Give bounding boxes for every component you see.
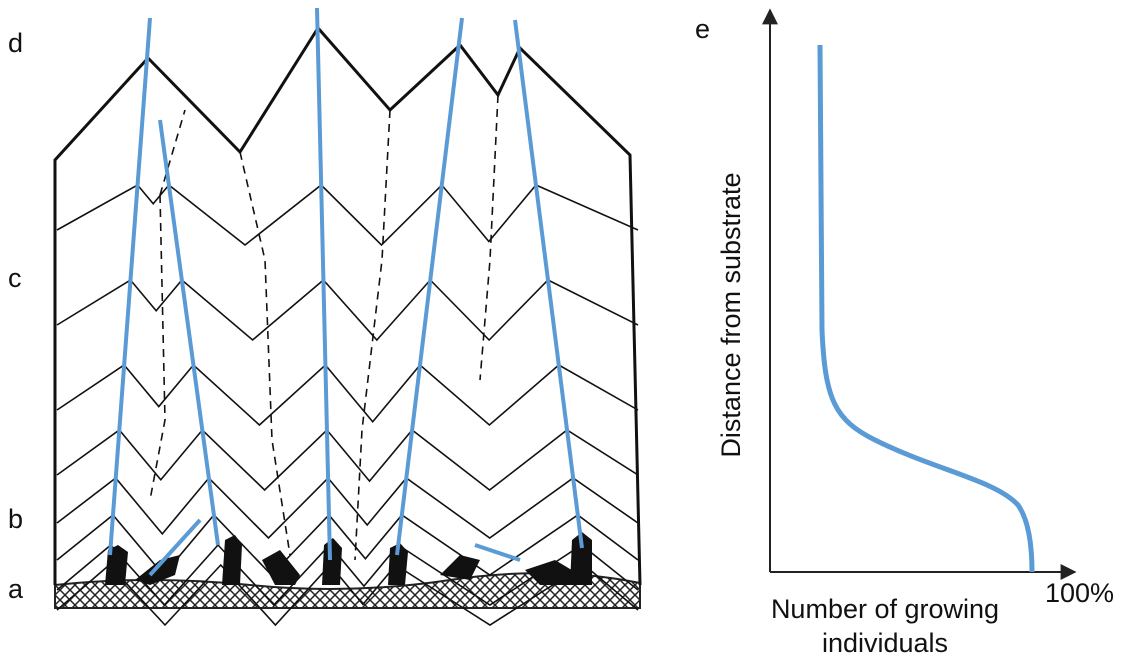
panel-label: c — [8, 263, 22, 293]
panel-label: e — [695, 14, 710, 44]
panel-label: d — [8, 28, 23, 58]
panel-label: a — [8, 574, 24, 604]
curve — [817, 44, 1035, 573]
grains — [105, 532, 592, 585]
column-axes — [108, 7, 584, 577]
y-axis-label: Distance from substrate — [716, 172, 746, 457]
growth-diagram — [53, 7, 642, 627]
growth-front — [56, 183, 639, 247]
grain-boundaries — [149, 94, 499, 561]
distribution-plot: Distance from substrate Number of growin… — [716, 8, 1114, 658]
growth-front — [56, 428, 639, 492]
x-axis-end: 100% — [1045, 578, 1114, 608]
x-axis-label: Number of growing — [771, 594, 999, 624]
growth-fronts — [56, 183, 639, 627]
panel-label: b — [8, 504, 23, 534]
x-axis-label: individuals — [822, 628, 948, 658]
growth-front — [56, 363, 639, 427]
growth-front — [56, 476, 639, 540]
surface-profile — [53, 25, 642, 586]
